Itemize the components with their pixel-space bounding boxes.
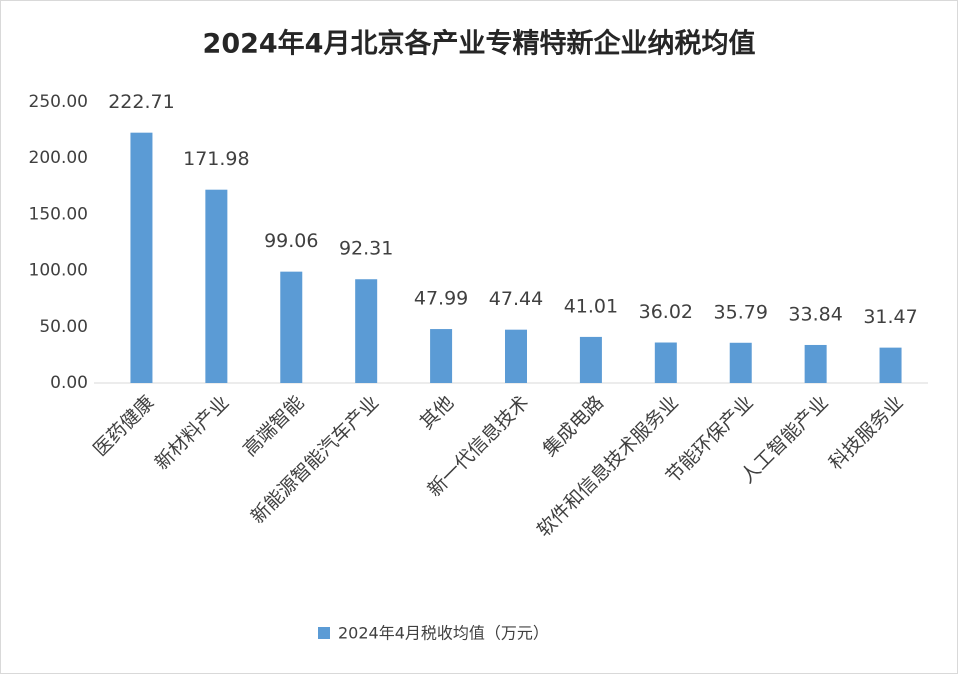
bar — [355, 279, 378, 383]
data-label: 222.71 — [108, 91, 174, 113]
data-label: 99.06 — [264, 230, 318, 252]
bar — [804, 344, 827, 383]
data-label: 47.99 — [414, 288, 468, 310]
bar — [579, 336, 602, 383]
data-label: 33.84 — [788, 303, 842, 325]
y-tick-label: 200.00 — [29, 148, 88, 168]
data-label: 31.47 — [863, 306, 917, 328]
bar — [729, 342, 752, 383]
legend-label: 2024年4月税收均值（万元） — [338, 624, 549, 643]
bar — [205, 189, 228, 383]
data-label: 47.44 — [489, 288, 543, 310]
data-label: 36.02 — [639, 301, 693, 323]
y-tick-label: 100.00 — [29, 261, 88, 281]
legend-swatch — [318, 627, 330, 639]
bar — [430, 329, 453, 383]
bar — [505, 329, 527, 383]
y-tick-label: 0.00 — [50, 373, 88, 393]
data-label: 92.31 — [339, 238, 393, 260]
y-tick-label: 250.00 — [29, 92, 88, 112]
data-label: 171.98 — [183, 148, 249, 170]
data-label: 41.01 — [564, 295, 618, 317]
bar — [879, 347, 902, 383]
bar — [654, 342, 677, 383]
bar — [280, 271, 303, 383]
chart-title: 2024年4月北京各产业专精特新企业纳税均值 — [203, 28, 756, 60]
data-label: 35.79 — [714, 301, 768, 323]
bar — [130, 132, 153, 383]
y-tick-label: 50.00 — [39, 317, 88, 337]
y-tick-label: 150.00 — [29, 204, 88, 224]
